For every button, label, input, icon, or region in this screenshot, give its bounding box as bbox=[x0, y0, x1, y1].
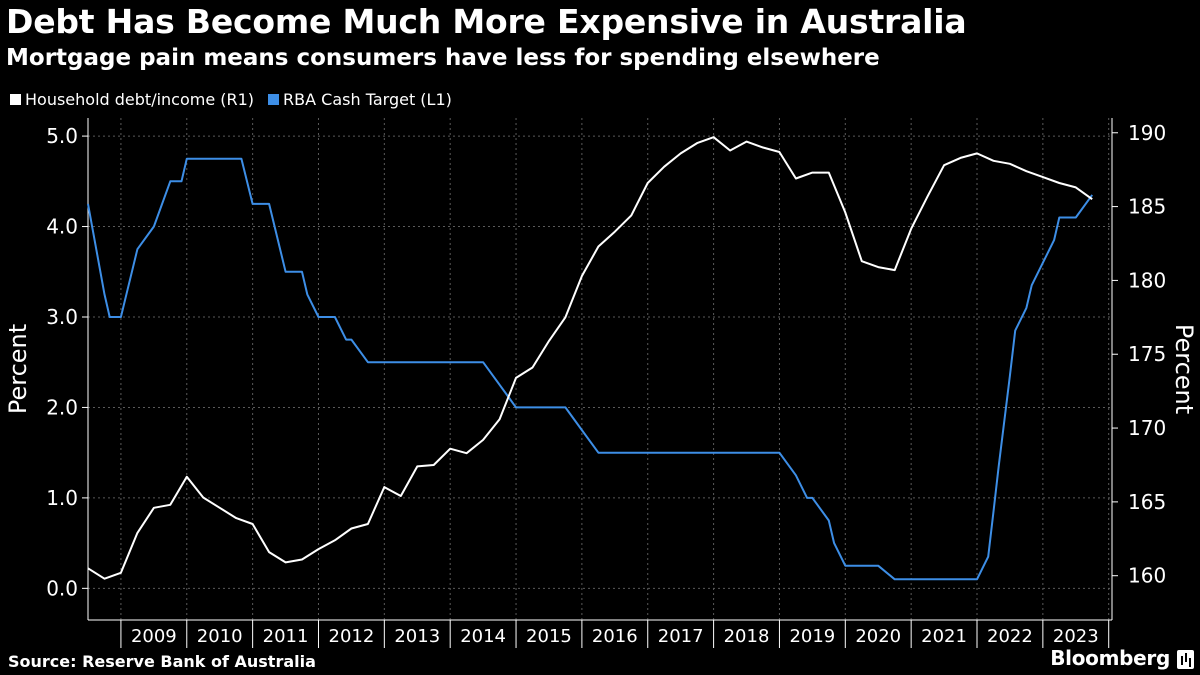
y-left-tick-label: 1.0 bbox=[46, 486, 78, 510]
brand-name: Bloomberg bbox=[1050, 646, 1170, 670]
x-tick-label: 2017 bbox=[658, 626, 704, 647]
x-tick-label: 2022 bbox=[987, 626, 1033, 647]
x-tick-label: 2015 bbox=[526, 626, 572, 647]
x-tick-label: 2018 bbox=[724, 626, 770, 647]
legend-swatch-rba-cash-target bbox=[268, 94, 280, 105]
y-left-tick-label: 4.0 bbox=[46, 215, 78, 239]
legend-item-household-debt: Household debt/income (R1) bbox=[10, 90, 254, 109]
bloomberg-logo-icon bbox=[1177, 650, 1194, 669]
y-right-tick-label: 190 bbox=[1128, 121, 1166, 145]
y-right-axis-label: Percent bbox=[1170, 324, 1198, 414]
x-tick-label: 2009 bbox=[131, 626, 177, 647]
x-tick-label: 2023 bbox=[1053, 626, 1099, 647]
legend: Household debt/income (R1) RBA Cash Targ… bbox=[10, 90, 466, 109]
y-left-tick-label: 0.0 bbox=[46, 576, 78, 600]
x-tick-label: 2019 bbox=[789, 626, 835, 647]
source-note: Source: Reserve Bank of Australia bbox=[8, 652, 316, 671]
y-left-tick-label: 5.0 bbox=[46, 124, 78, 148]
x-tick-label: 2014 bbox=[460, 626, 506, 647]
legend-swatch-household-debt bbox=[10, 94, 21, 105]
x-tick-label: 2012 bbox=[329, 626, 375, 647]
y-right-tick-label: 165 bbox=[1128, 490, 1166, 514]
x-tick-label: 2021 bbox=[921, 626, 967, 647]
x-tick-label: 2016 bbox=[592, 626, 638, 647]
x-tick-label: 2011 bbox=[263, 626, 309, 647]
x-tick-label: 2020 bbox=[855, 626, 901, 647]
y-left-tick-label: 2.0 bbox=[46, 395, 78, 419]
y-right-tick-label: 160 bbox=[1128, 564, 1166, 588]
series-line-household-debt bbox=[87, 136, 1093, 580]
y-left-axis-label: Percent bbox=[4, 324, 32, 414]
legend-item-rba-cash-target: RBA Cash Target (L1) bbox=[268, 90, 452, 109]
x-tick-label: 2013 bbox=[394, 626, 440, 647]
chart-subtitle: Mortgage pain means consumers have less … bbox=[6, 45, 880, 71]
y-right-tick-label: 175 bbox=[1128, 342, 1166, 366]
y-left-tick-label: 3.0 bbox=[46, 305, 78, 329]
y-right-tick-label: 170 bbox=[1128, 416, 1166, 440]
series-line-rba-cash-target bbox=[87, 157, 1094, 581]
chart-title: Debt Has Become Much More Expensive in A… bbox=[6, 2, 967, 41]
x-tick-label: 2010 bbox=[197, 626, 243, 647]
legend-label-rba-cash-target: RBA Cash Target (L1) bbox=[283, 90, 452, 109]
legend-label-household-debt: Household debt/income (R1) bbox=[25, 90, 255, 109]
y-right-tick-label: 180 bbox=[1128, 268, 1166, 292]
y-right-tick-label: 185 bbox=[1128, 195, 1166, 219]
